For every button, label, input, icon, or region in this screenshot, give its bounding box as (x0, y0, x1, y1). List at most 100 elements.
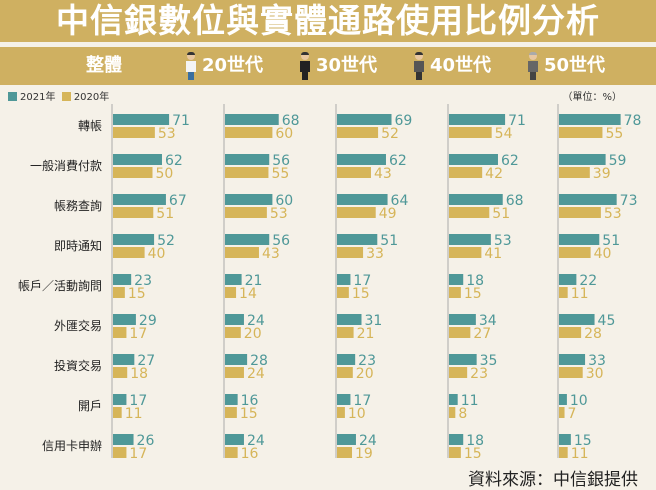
bar-2021 (449, 434, 464, 445)
bar-2020 (225, 367, 244, 378)
bar-2020 (225, 287, 237, 298)
data-label: 17 (129, 393, 147, 409)
group-20s: 20世代 (186, 47, 263, 85)
bar-2020 (113, 447, 127, 458)
data-label: 17 (353, 273, 371, 289)
data-label: 78 (624, 113, 642, 129)
category-label: 帳戶／活動詢問 (18, 278, 102, 293)
bar-2020 (337, 287, 349, 298)
bar-2021 (113, 394, 127, 405)
bar-2021 (449, 114, 506, 125)
legend-2021: 2021年 (20, 92, 56, 103)
data-label: 40 (594, 246, 612, 262)
bar-2021 (449, 234, 491, 245)
data-label: 27 (137, 353, 155, 369)
data-label: 68 (282, 113, 300, 129)
data-label: 30 (586, 366, 604, 382)
data-label: 10 (348, 406, 366, 422)
data-label: 71 (508, 113, 526, 129)
data-label: 23 (470, 366, 488, 382)
data-label: 27 (473, 326, 491, 342)
data-label: 68 (506, 193, 524, 209)
data-label: 51 (492, 206, 510, 222)
data-label: 53 (270, 206, 288, 222)
group-label-40s: 40世代 (430, 55, 492, 76)
group-50s: 50世代 (528, 47, 605, 85)
category-label: 投資交易 (54, 358, 102, 373)
data-label: 59 (609, 153, 627, 169)
bar-2020 (449, 447, 461, 458)
group-label-20s: 20世代 (202, 55, 264, 76)
data-label: 21 (357, 326, 375, 342)
bar-2020 (225, 127, 273, 138)
bar-2020 (559, 167, 590, 178)
bar-2020 (113, 207, 154, 218)
data-label: 55 (605, 126, 623, 142)
bar-2020 (113, 287, 125, 298)
bar-2021 (337, 434, 356, 445)
data-label: 11 (571, 286, 589, 302)
bar-2020 (113, 367, 128, 378)
unit-label: （單位：%） (562, 92, 622, 103)
bar-2021 (113, 234, 155, 245)
data-label: 23 (358, 353, 376, 369)
data-label: 17 (129, 446, 147, 462)
bar-2020 (337, 407, 345, 418)
bar-2020 (337, 367, 353, 378)
bar-2021 (449, 274, 464, 285)
bar-2020 (449, 407, 456, 418)
bar-2021 (559, 114, 621, 125)
bar-2021 (337, 194, 388, 205)
bar-2020 (225, 327, 241, 338)
data-label: 24 (359, 433, 377, 449)
bar-2021 (337, 154, 386, 165)
data-label: 73 (620, 193, 638, 209)
bar-2020 (559, 367, 583, 378)
bar-2021 (225, 394, 238, 405)
category-label: 帳務查詢 (54, 198, 102, 213)
data-label: 24 (247, 366, 265, 382)
data-label: 33 (366, 246, 384, 262)
bar-2021 (113, 274, 132, 285)
bar-2021 (225, 234, 270, 245)
legend-2020: 2020年 (73, 92, 110, 103)
data-label: 20 (356, 366, 374, 382)
data-label: 15 (240, 406, 258, 422)
data-label: 53 (494, 233, 512, 249)
bar-2021 (559, 194, 617, 205)
data-label: 11 (461, 393, 479, 409)
bar-2020 (449, 167, 483, 178)
bar-2020 (113, 127, 155, 138)
bar-2021 (225, 274, 242, 285)
data-label: 15 (464, 446, 482, 462)
data-label: 60 (275, 126, 293, 142)
data-label: 56 (272, 233, 290, 249)
data-label: 15 (128, 286, 146, 302)
bar-2020 (337, 447, 353, 458)
man-suit-icon (300, 52, 310, 80)
bar-2020 (559, 287, 568, 298)
data-label: 49 (379, 206, 397, 222)
data-label: 11 (125, 406, 143, 422)
group-40s: 40世代 (414, 47, 491, 85)
category-label: 信用卡申辦 (42, 439, 102, 453)
bar-2020 (559, 207, 601, 218)
bar-2020 (225, 407, 237, 418)
data-label: 45 (598, 313, 616, 329)
data-label: 15 (464, 286, 482, 302)
bar-2021 (225, 434, 244, 445)
data-label: 17 (353, 393, 371, 409)
bar-2021 (113, 154, 162, 165)
data-label: 71 (172, 113, 190, 129)
data-label: 24 (247, 313, 265, 329)
bar-2020 (337, 207, 376, 218)
data-label: 56 (272, 153, 290, 169)
data-label: 17 (129, 326, 147, 342)
bearded-man-icon (414, 52, 424, 80)
data-label: 19 (355, 446, 373, 462)
bar-2020 (449, 327, 471, 338)
bar-2021 (449, 354, 477, 365)
data-label: 64 (391, 193, 409, 209)
data-label: 22 (579, 273, 597, 289)
